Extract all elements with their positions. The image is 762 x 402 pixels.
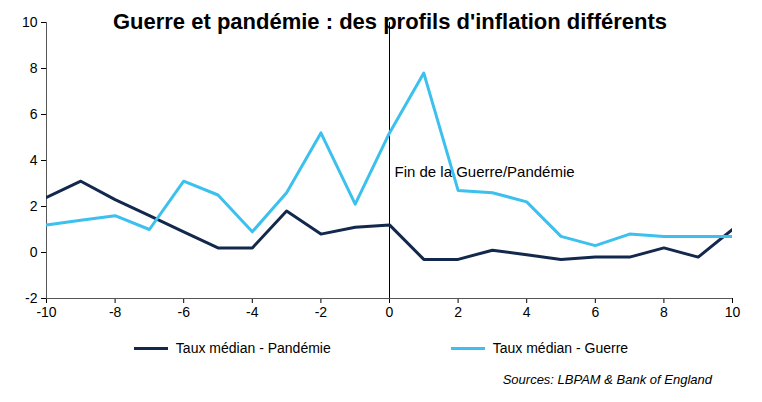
html-text:Guerre et pandémie : des profi: Guerre et pandémie : des profils d'infla… [113,9,667,34]
svg-text:0: 0 [30,244,38,260]
svg-text:-2: -2 [315,304,328,320]
svg-text:4: 4 [523,304,531,320]
svg-text:10: 10 [725,304,741,320]
svg-text:-6: -6 [177,304,190,320]
svg-text:4: 4 [30,152,38,168]
svg-text:2: 2 [454,304,462,320]
svg-text:2: 2 [30,198,38,214]
svg-text:Fin de la Guerre/Pandémie: Fin de la Guerre/Pandémie [395,163,575,180]
html-text:Taux médian - Guerre: Taux médian - Guerre [492,340,629,356]
svg-text:-4: -4 [246,304,259,320]
html-text:Taux médian - Pandémie: Taux médian - Pandémie [175,340,331,356]
svg-text:6: 6 [591,304,599,320]
svg-text:8: 8 [660,304,668,320]
svg-text:6: 6 [30,106,38,122]
html-text:Sources: LBPAM & Bank of Engla: Sources: LBPAM & Bank of England [502,372,712,387]
svg-text:10: 10 [22,14,38,30]
svg-text:0: 0 [386,304,394,320]
svg-text:8: 8 [30,60,38,76]
svg-text:-10: -10 [36,304,56,320]
svg-text:-8: -8 [109,304,122,320]
svg-text:-2: -2 [25,290,38,306]
